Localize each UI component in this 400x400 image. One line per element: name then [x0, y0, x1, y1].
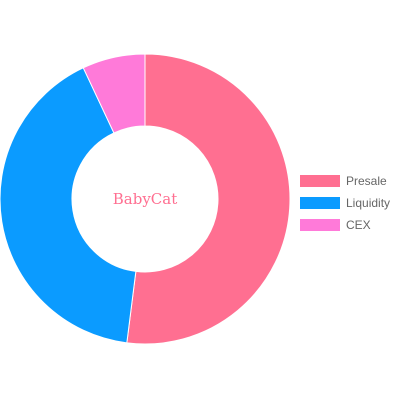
- donut-slice-cex[interactable]: [82, 53, 146, 134]
- legend-item-liquidity[interactable]: Liquidity: [300, 192, 390, 214]
- legend-label-presale: Presale: [346, 174, 387, 188]
- legend-label-cex: CEX: [346, 218, 371, 232]
- legend-swatch-presale: [300, 175, 340, 187]
- donut-slice-presale[interactable]: [126, 53, 291, 345]
- legend-swatch-cex: [300, 219, 340, 231]
- donut-slice-liquidity[interactable]: [0, 67, 137, 344]
- center-label: BabyCat: [112, 190, 178, 208]
- legend-item-cex[interactable]: CEX: [300, 214, 390, 236]
- legend: Presale Liquidity CEX: [300, 170, 390, 236]
- legend-label-liquidity: Liquidity: [346, 196, 391, 210]
- legend-swatch-liquidity: [300, 197, 340, 209]
- legend-item-presale[interactable]: Presale: [300, 170, 390, 192]
